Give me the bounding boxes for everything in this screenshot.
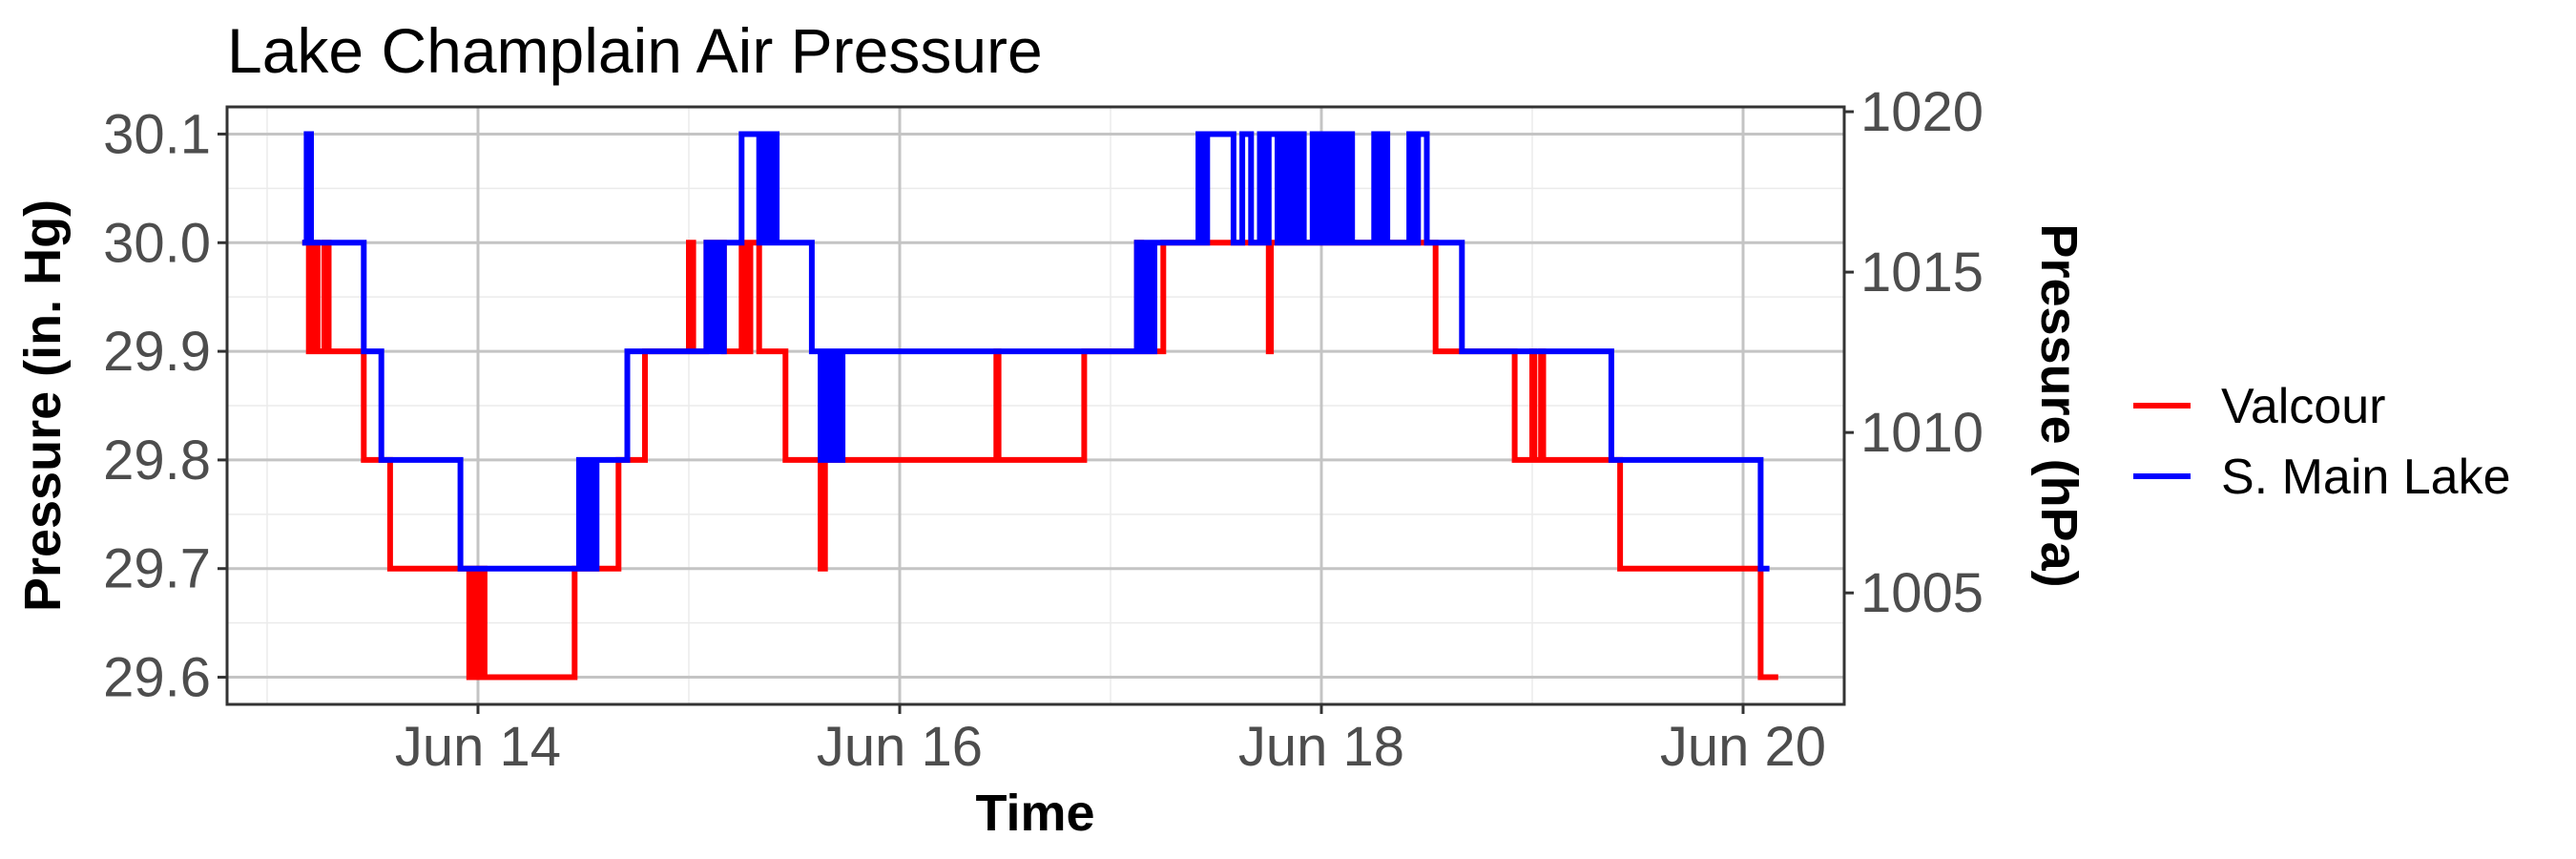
y2-tick-label: 1015 <box>1860 241 1984 304</box>
x-axis-title: Time <box>975 785 1094 842</box>
y-tick-label: 29.7 <box>103 538 211 600</box>
series-lines <box>301 131 1778 681</box>
x-tick-label: Jun 14 <box>395 716 561 778</box>
chart-title: Lake Champlain Air Pressure <box>227 15 1043 86</box>
y-tick-label: 29.9 <box>103 321 211 383</box>
x-tick-label: Jun 18 <box>1238 716 1404 778</box>
y-tick-label: 30.1 <box>103 103 211 165</box>
series-line-s-main-lake <box>301 131 1770 572</box>
y2-tick-label: 1010 <box>1860 402 1984 464</box>
y-axis-left: 29.6 29.7 29.8 29.9 30.0 30.1 <box>103 103 227 709</box>
y-tick-label: 30.0 <box>103 212 211 274</box>
legend-label: S. Main Lake <box>2221 450 2511 505</box>
y-tick-label: 29.8 <box>103 430 211 492</box>
legend: Valcour S. Main Lake <box>2133 379 2511 505</box>
legend-label: Valcour <box>2221 379 2385 434</box>
x-tick-label: Jun 20 <box>1660 716 1826 778</box>
plot-panel-border <box>225 105 1846 706</box>
y-axis-title: Pressure (in. Hg) <box>14 199 72 612</box>
y2-axis-title: Pressure (hPa) <box>2030 223 2088 587</box>
y2-tick-label: 1005 <box>1860 562 1984 624</box>
y-tick-label: 29.6 <box>103 647 211 709</box>
y-axis-right: 1005 1010 1015 1020 <box>1844 81 1984 624</box>
y2-tick-label: 1020 <box>1860 81 1984 143</box>
x-tick-label: Jun 16 <box>817 716 983 778</box>
x-axis: Jun 14 Jun 16 Jun 18 Jun 20 <box>395 704 1826 778</box>
